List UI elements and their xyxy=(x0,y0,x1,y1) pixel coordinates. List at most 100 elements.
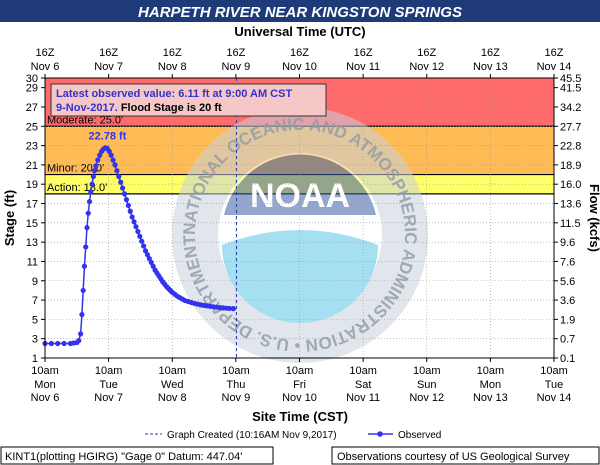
top-tick-label: Nov 13 xyxy=(473,61,508,73)
observed-point xyxy=(81,263,88,269)
y-axis-title-left: Stage (ft) xyxy=(2,190,17,246)
bottom-tick-label: Mon xyxy=(34,379,55,391)
observed-point xyxy=(106,148,112,154)
observed-point xyxy=(142,248,149,254)
observed-point xyxy=(93,163,99,169)
bottom-tick-label: Sat xyxy=(355,379,372,391)
flow-tick-label: 11.5 xyxy=(560,218,581,230)
threshold-label-moderate: Moderate: 25.0' xyxy=(47,114,123,126)
flow-tick-label: 0.7 xyxy=(560,334,575,346)
y-tick-label: 30 xyxy=(26,73,38,85)
flow-tick-label: 7.6 xyxy=(560,256,575,268)
footer-left-text: KINT1(plotting HGIRG) "Gage 0" Datum: 44… xyxy=(5,451,242,463)
bottom-tick-label: 10am xyxy=(286,365,314,377)
bottom-tick-label: 10am xyxy=(349,365,377,377)
title-banner xyxy=(0,0,600,22)
observed-point xyxy=(141,243,147,249)
observed-point xyxy=(144,252,151,258)
observed-point xyxy=(131,219,137,225)
observed-point xyxy=(84,225,90,231)
bottom-tick-label: 10am xyxy=(158,365,186,377)
observed-point xyxy=(86,198,93,205)
flow-tick-label: 13.6 xyxy=(560,199,581,211)
legend-created-label: Graph Created (10:16AM Nov 9,2017) xyxy=(167,430,337,441)
bottom-tick-label: Nov 7 xyxy=(94,392,123,404)
observed-point xyxy=(127,208,133,214)
observed-point xyxy=(139,238,145,244)
bottom-tick-label: Nov 14 xyxy=(537,392,572,404)
y-tick-label: 19 xyxy=(26,179,38,191)
observed-point xyxy=(79,311,85,318)
bottom-tick-label: Nov 9 xyxy=(222,392,251,404)
observed-point xyxy=(123,197,130,203)
observed-point xyxy=(110,157,116,163)
observed-point xyxy=(116,173,122,180)
bottom-tick-label: Nov 10 xyxy=(282,392,317,404)
observed-point xyxy=(129,214,135,220)
observed-point xyxy=(118,179,124,185)
y-tick-label: 13 xyxy=(26,237,38,249)
flow-tick-label: 1.9 xyxy=(560,314,575,326)
bottom-tick-label: 10am xyxy=(222,365,250,377)
bottom-tick-label: Tue xyxy=(99,379,118,391)
flow-tick-label: 22.8 xyxy=(560,141,581,153)
top-axis-title: Universal Time (UTC) xyxy=(234,24,365,39)
flow-tick-label: 41.5 xyxy=(560,83,581,95)
top-tick-label: 16Z xyxy=(99,47,118,59)
bottom-tick-label: Nov 12 xyxy=(409,392,444,404)
bottom-tick-label: 10am xyxy=(413,365,441,377)
observed-point xyxy=(48,340,54,347)
top-tick-label: Nov 7 xyxy=(94,61,123,73)
observed-point xyxy=(133,224,139,230)
observed-point xyxy=(137,233,143,239)
top-tick-label: Nov 12 xyxy=(409,61,444,73)
observed-point xyxy=(78,331,84,337)
flow-tick-label: 27.7 xyxy=(560,121,581,133)
top-tick-label: 16Z xyxy=(290,47,309,59)
bottom-tick-label: Nov 11 xyxy=(346,392,380,404)
top-tick-label: Nov 14 xyxy=(537,61,572,73)
flow-tick-label: 45.5 xyxy=(560,73,581,85)
observed-point xyxy=(112,162,118,168)
bottom-tick-label: 10am xyxy=(31,365,59,377)
observed-point xyxy=(61,340,67,347)
flow-tick-label: 5.6 xyxy=(560,276,575,288)
y-tick-label: 11 xyxy=(27,256,38,268)
observed-point xyxy=(230,306,236,312)
observed-point xyxy=(55,340,61,347)
observed-point xyxy=(146,255,152,262)
chart-title: HARPETH RIVER NEAR KINGSTON SPRINGS xyxy=(138,4,462,21)
top-tick-label: 16Z xyxy=(354,47,373,59)
latest-value-box xyxy=(50,83,327,117)
peak-label: 22.78 ft xyxy=(88,131,126,143)
top-tick-label: Nov 11 xyxy=(346,61,380,73)
flow-tick-label: 3.6 xyxy=(560,295,575,307)
flood-stage-text: 9-Nov-2017. Flood Stage is 20 ft xyxy=(56,102,222,114)
top-tick-label: Nov 9 xyxy=(222,61,251,73)
bottom-tick-label: Wed xyxy=(161,379,183,391)
y-tick-label: 1 xyxy=(32,353,38,365)
y-tick-label: 5 xyxy=(32,314,38,326)
y-tick-label: 23 xyxy=(26,141,38,153)
footer-left-box xyxy=(0,446,274,465)
top-tick-label: 16Z xyxy=(226,47,245,59)
threshold-label-action: Action: 18.0' xyxy=(47,182,107,194)
legend-observed-label: Observed xyxy=(398,430,441,441)
observed-point xyxy=(80,287,86,294)
y-tick-label: 15 xyxy=(26,218,38,230)
observed-point xyxy=(150,263,156,269)
y-tick-label: 27 xyxy=(26,102,38,114)
observed-point xyxy=(121,191,128,197)
threshold-label-minor: Minor: 20.0' xyxy=(47,163,104,175)
top-tick-label: 16Z xyxy=(36,47,55,59)
latest-value-text: Latest observed value: 6.11 ft at 9:00 A… xyxy=(56,88,292,100)
top-tick-label: Nov 10 xyxy=(282,61,317,73)
flow-tick-label: 18.9 xyxy=(560,160,581,172)
y-tick-label: 25 xyxy=(26,121,38,133)
bottom-tick-label: Sun xyxy=(417,379,437,391)
observed-point xyxy=(226,305,233,312)
bottom-axis-title: Site Time (CST) xyxy=(252,409,348,424)
flow-tick-label: 34.2 xyxy=(560,102,581,114)
y-tick-label: 9 xyxy=(32,276,38,288)
